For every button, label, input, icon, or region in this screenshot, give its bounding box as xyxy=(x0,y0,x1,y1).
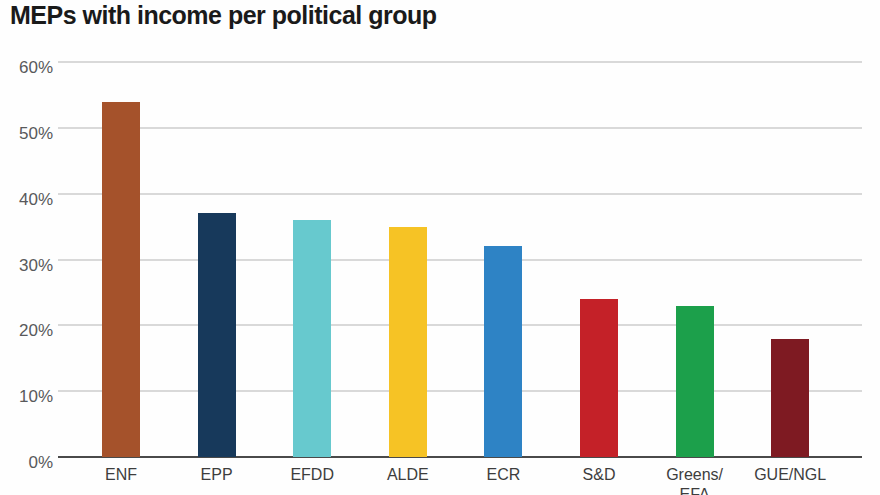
x-tick-label-s-d: S&D xyxy=(544,465,654,485)
gridline-30 xyxy=(58,259,862,261)
gridline-10 xyxy=(58,390,862,392)
x-tick-label-alde: ALDE xyxy=(353,465,463,485)
x-tick-label-ecr: ECR xyxy=(448,465,558,485)
bar-gue-ngl xyxy=(771,339,809,458)
bar-ecr xyxy=(484,246,522,457)
gridline-40 xyxy=(58,193,862,195)
chart-canvas: MEPs with income per political group 0% 1… xyxy=(0,0,880,495)
x-tick-label-epp: EPP xyxy=(162,465,272,485)
y-tick-label-40: 40% xyxy=(5,191,53,208)
y-tick-label-20: 20% xyxy=(5,322,53,339)
x-tick-label-greens-efa: Greens/ EFA xyxy=(640,465,750,495)
bar-epp xyxy=(198,213,236,457)
bar-s-d xyxy=(580,299,618,457)
y-tick-label-60: 60% xyxy=(5,59,53,76)
x-tick-label-gue-ngl: GUE/NGL xyxy=(735,465,845,485)
bar-alde xyxy=(389,227,427,457)
y-tick-label-10: 10% xyxy=(5,388,53,405)
y-tick-label-50: 50% xyxy=(5,125,53,142)
bar-efdd xyxy=(293,220,331,457)
bar-enf xyxy=(102,102,140,458)
gridline-50 xyxy=(58,127,862,129)
y-tick-label-0: 0% xyxy=(5,454,53,471)
x-tick-label-enf: ENF xyxy=(66,465,176,485)
x-tick-label-efdd: EFDD xyxy=(257,465,367,485)
x-axis-line xyxy=(58,456,862,458)
chart-title: MEPs with income per political group xyxy=(10,1,437,30)
y-tick-label-30: 30% xyxy=(5,257,53,274)
gridline-60 xyxy=(58,61,862,63)
bar-greens-efa xyxy=(676,306,714,457)
gridline-20 xyxy=(58,324,862,326)
